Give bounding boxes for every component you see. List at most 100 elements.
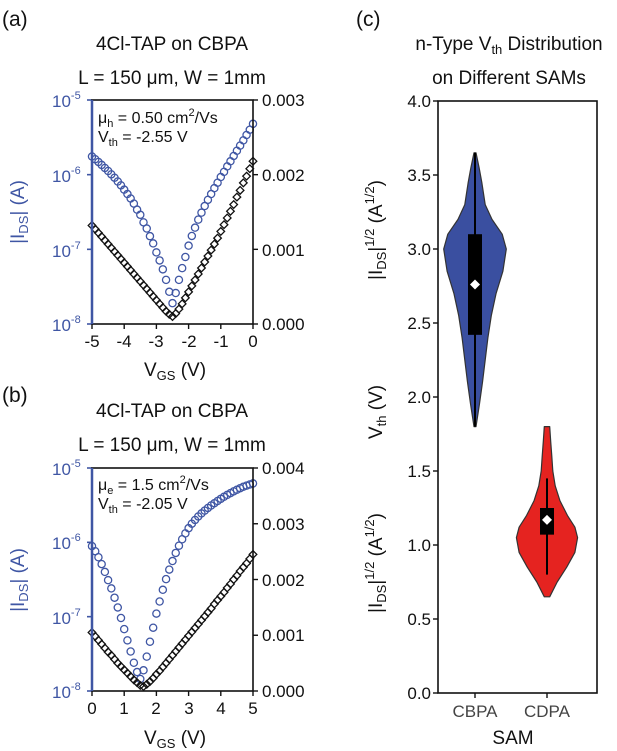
data-point-sqrt-current xyxy=(199,257,210,267)
panel-b-xlabel: VGS (V) xyxy=(144,728,206,751)
data-point-sqrt-current xyxy=(190,275,200,285)
data-point-log-current xyxy=(168,556,177,566)
data-point-log-current xyxy=(123,636,132,645)
data-point-sqrt-current xyxy=(232,192,242,202)
panel-a-xtick-1: -4 xyxy=(116,332,131,351)
panel-c-xtick-cbpa: CBPA xyxy=(452,702,498,721)
data-point-sqrt-current xyxy=(183,287,194,297)
panel-c-ylabel: Vth (V) xyxy=(366,385,389,439)
data-point-log-current xyxy=(168,298,177,308)
data-point-sqrt-current xyxy=(196,263,207,273)
panel-c-ytick-3: 1.5 xyxy=(407,462,431,481)
data-point-log-current xyxy=(139,666,148,675)
data-point-log-current xyxy=(116,613,126,623)
panel-c-ytick-2: 1.0 xyxy=(407,536,431,555)
panel-a-xtick-5: 0 xyxy=(248,332,257,351)
panel-b-subtitle: L = 150 μm, W = 1mm xyxy=(78,435,266,456)
panel-c-subtitle: on Different SAMs xyxy=(432,68,586,89)
median-marker-cdpa xyxy=(542,514,552,525)
panel-a-subtitle: L = 150 μm, W = 1mm xyxy=(78,68,266,89)
panel-b-ytick-right-0: 0.004 xyxy=(262,459,305,478)
panel-b-xtick-3: 3 xyxy=(184,699,193,718)
data-point-sqrt-current xyxy=(142,679,152,690)
panel-b-annotation-mobility: μe = 1.5 cm2/Vs xyxy=(98,474,209,497)
panel-a-ytick-left-1: 10-6 xyxy=(52,165,81,186)
data-point-log-current xyxy=(145,231,155,241)
data-point-log-current xyxy=(103,575,113,585)
panel-b-right-ticks: 0.004 0.003 0.002 0.001 0.000 xyxy=(262,459,305,701)
panel-a-right-ticks: 0.003 0.002 0.001 0.000 xyxy=(262,91,305,334)
data-point-log-current xyxy=(174,275,184,285)
panel-a-annotation-vth: Vth = -2.55 V xyxy=(98,129,188,149)
data-point-log-current xyxy=(194,215,203,224)
panel-b-left-ticks: 10-5 10-6 10-7 10-8 xyxy=(52,458,81,702)
panel-c-plot-area xyxy=(433,100,579,698)
data-point-log-current xyxy=(181,252,190,262)
panel-c-xlabel: SAM xyxy=(492,728,533,749)
data-point-log-current xyxy=(148,239,158,248)
panel-b-ytick-right-4: 0.000 xyxy=(262,682,305,701)
data-point-log-current xyxy=(136,210,145,220)
panel-c-overlay-label-1: |IDS|1/2 (A1/2) xyxy=(362,180,389,280)
data-point-log-current xyxy=(161,574,171,584)
data-point-log-current xyxy=(142,224,151,233)
panel-c-xtick-cdpa: CDPA xyxy=(524,702,571,721)
panel-a-title: 4Cl-TAP on CBPA xyxy=(96,34,248,55)
panel-a-xtick-3: -2 xyxy=(181,332,196,351)
panel-a-annotation-mobility: μh = 0.50 cm2/Vs xyxy=(98,107,218,130)
panel-c-x-ticks: CBPA CDPA xyxy=(452,702,570,721)
data-point-sqrt-current xyxy=(151,669,162,679)
panel-b-ytick-left-3: 10-8 xyxy=(52,681,81,702)
data-point-log-current xyxy=(142,652,151,661)
data-point-sqrt-current xyxy=(225,206,236,216)
panel-label-c: (c) xyxy=(356,8,381,31)
panel-b-ytick-left-1: 10-6 xyxy=(52,532,81,553)
data-point-log-current xyxy=(161,275,171,285)
panel-c-ytick-5: 2.5 xyxy=(407,314,431,333)
panel-c-ytick-0: 0.0 xyxy=(407,684,431,703)
data-point-log-current xyxy=(100,567,110,577)
panel-a-ytick-right-1: 0.002 xyxy=(262,166,305,185)
median-marker-cbpa xyxy=(470,279,480,290)
data-point-sqrt-current xyxy=(219,219,229,230)
panel-c-ytick-7: 3.5 xyxy=(407,166,431,185)
data-point-log-current xyxy=(174,541,184,550)
panel-b-ylabel-left: |IDS| (A) xyxy=(8,548,31,612)
panel-a-plot-area xyxy=(87,99,258,329)
panel-a-xtick-0: -5 xyxy=(84,332,99,351)
data-point-sqrt-current xyxy=(235,185,245,196)
data-point-log-current xyxy=(197,208,206,217)
panel-b-ytick-right-2: 0.002 xyxy=(262,571,305,590)
panel-c-frame xyxy=(437,100,598,694)
data-point-sqrt-current xyxy=(209,239,220,249)
panel-c-ytick-4: 2.0 xyxy=(407,388,431,407)
data-point-log-current xyxy=(110,593,119,602)
panel-b-ytick-left-2: 10-7 xyxy=(52,607,81,628)
panel-a-ytick-right-0: 0.003 xyxy=(262,91,305,110)
data-point-sqrt-current xyxy=(203,251,213,261)
panel-b: (b) 4Cl-TAP on CBPA L = 150 μm, W = 1mm … xyxy=(2,384,305,751)
panel-a-xlabel: VGS (V) xyxy=(144,360,206,383)
data-point-sqrt-current xyxy=(228,199,239,210)
data-point-log-current xyxy=(184,241,193,250)
panel-b-ytick-right-1: 0.003 xyxy=(262,515,305,534)
panel-a-xtick-4: -1 xyxy=(213,332,228,351)
data-point-log-current xyxy=(177,263,187,273)
data-point-log-current xyxy=(119,624,129,634)
panel-a-x-ticks: -5 -4 -3 -2 -1 0 xyxy=(84,332,257,351)
panel-c-title: n-Type Vth Distribution xyxy=(415,34,602,57)
panel-label-b: (b) xyxy=(2,384,28,407)
panel-c-ytick-8: 4.0 xyxy=(407,92,431,111)
panel-b-xtick-5: 5 xyxy=(248,699,257,718)
panel-b-ytick-right-3: 0.001 xyxy=(262,626,305,645)
data-point-sqrt-current xyxy=(238,178,249,188)
data-point-log-current xyxy=(107,584,116,593)
data-point-sqrt-current xyxy=(180,293,191,303)
data-point-log-current xyxy=(158,265,168,274)
panel-b-xtick-0: 0 xyxy=(87,699,96,718)
panel-b-xtick-4: 4 xyxy=(216,699,225,718)
panel-a-ytick-right-2: 0.001 xyxy=(262,241,305,260)
data-point-sqrt-current xyxy=(216,226,226,237)
data-point-log-current xyxy=(187,231,197,241)
panel-a-ytick-left-3: 10-8 xyxy=(52,314,81,335)
